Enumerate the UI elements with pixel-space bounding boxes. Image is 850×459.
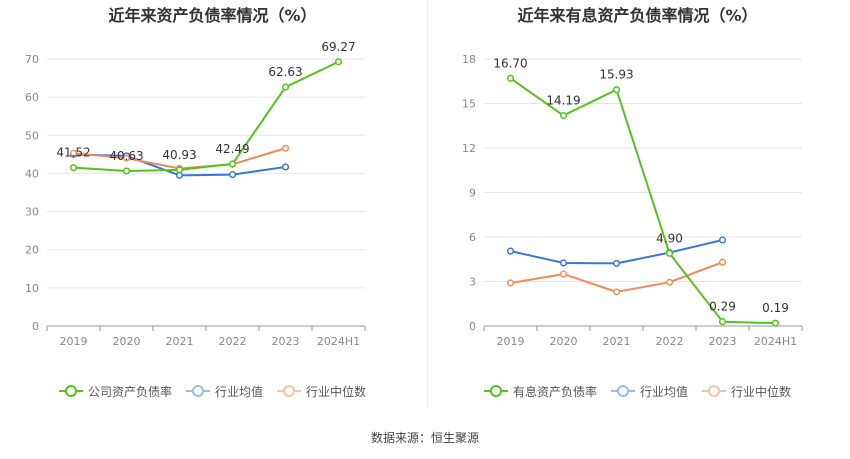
x-tick-label: 2024H1: [317, 335, 360, 348]
line-chart-debt-ratio: 0 10 20 30 40 50 60 70 2019 2020 2021 2022 2023 2024H…: [25, 40, 366, 348]
chart-panel-debt-ratio: 近年来资产负债率情况（%） 0 10 20 30 40 50 60 70 2019 2020 202…: [0, 0, 425, 420]
data-label: 40.93: [162, 148, 196, 162]
x-tick-label: 2021: [603, 335, 631, 348]
legend-label: 行业中位数: [306, 384, 367, 399]
data-point: [559, 111, 568, 120]
legend: 有息资产负债率 行业均值 行业中位数: [425, 382, 850, 400]
y-tick-label: 18: [462, 53, 476, 66]
legend-item-industry-mean[interactable]: 行业均值: [610, 383, 688, 400]
data-point: [228, 171, 237, 179]
x-tick-label: 2020: [550, 335, 578, 348]
legend: 公司资产负债率 行业均值 行业中位数: [0, 382, 425, 400]
data-label: 4.90: [656, 231, 683, 245]
y-tick-label: 3: [469, 276, 476, 289]
legend-item-industry-mean[interactable]: 行业均值: [185, 383, 263, 400]
data-label: 0.19: [762, 301, 789, 315]
data-point: [122, 167, 131, 175]
legend-label: 公司资产负债率: [87, 384, 172, 399]
y-tick-label: 6: [469, 231, 476, 244]
data-point: [69, 149, 78, 157]
data-point: [175, 166, 184, 174]
data-point: [281, 83, 290, 91]
data-point: [612, 259, 621, 267]
data-point: [665, 278, 674, 286]
data-label: 15.93: [599, 68, 633, 82]
legend-label: 行业均值: [214, 384, 263, 399]
y-tick-label: 9: [469, 187, 476, 200]
x-tick-label: 2020: [113, 335, 141, 348]
x-tick-label: 2022: [219, 335, 247, 348]
series-line: [73, 60, 339, 173]
data-point: [559, 259, 568, 267]
y-tick-label: 10: [25, 282, 39, 295]
legend-label: 行业中位数: [731, 384, 792, 399]
x-tick-label: 2023: [272, 335, 300, 348]
y-tick-label: 20: [25, 244, 39, 257]
data-label: 16.70: [493, 56, 527, 70]
x-tick-label: 2019: [60, 335, 88, 348]
data-source-note: 数据来源：恒生聚源: [370, 431, 479, 445]
chart-title: 近年来有息资产负债率情况（%）: [517, 6, 758, 25]
data-point: [228, 160, 237, 168]
data-point: [69, 164, 78, 172]
y-tick-label: 0: [32, 320, 39, 333]
data-label: 41.52: [56, 146, 90, 160]
y-tick-label: 30: [25, 206, 39, 219]
y-tick-label: 70: [25, 53, 39, 66]
series-line: [509, 77, 776, 325]
data-point: [334, 58, 343, 66]
data-point: [718, 318, 727, 326]
data-point: [771, 319, 780, 327]
line-chart-interest-debt-ratio: 0 3 6 9 12 15 18 2019 2020 2021 2022 2023 2024H1 16.7…: [462, 53, 803, 348]
x-tick-label: 2022: [656, 335, 684, 348]
panel-divider: [427, 0, 428, 408]
data-label: 14.19: [546, 94, 580, 108]
data-label: 62.63: [268, 65, 302, 79]
data-point: [718, 236, 727, 244]
green-line-marker-icon: [58, 385, 83, 397]
y-tick-label: 60: [25, 91, 39, 104]
orange-line-marker-icon: [702, 385, 726, 397]
x-tick-label: 2024H1: [754, 335, 797, 348]
data-point: [281, 144, 290, 152]
blue-line-marker-icon: [610, 385, 635, 397]
data-label: 69.27: [321, 40, 355, 54]
legend-label: 有息资产负债率: [512, 384, 597, 399]
x-tick-label: 2019: [497, 335, 525, 348]
data-label: 42.49: [215, 142, 249, 156]
data-point: [612, 86, 621, 94]
y-tick-label: 0: [469, 320, 476, 333]
legend-item-industry-median[interactable]: 行业中位数: [702, 383, 791, 400]
y-tick-label: 40: [25, 167, 39, 180]
data-point: [281, 163, 290, 171]
data-label: 0.29: [709, 300, 736, 314]
x-tick-label: 2023: [709, 335, 737, 348]
legend-item-company[interactable]: 公司资产负债率: [58, 383, 172, 400]
legend-item-industry-median[interactable]: 行业中位数: [277, 383, 366, 400]
data-point: [612, 288, 621, 296]
data-label: 40.63: [109, 149, 143, 163]
orange-line-marker-icon: [277, 385, 301, 397]
data-point: [559, 270, 568, 278]
y-tick-label: 50: [25, 129, 39, 142]
chart-panel-interest-debt-ratio: 近年来有息资产负债率情况（%） 0 3 6 9 12 15 18 2019 2020 2021 20…: [425, 0, 850, 420]
y-tick-label: 15: [462, 98, 476, 111]
green-line-marker-icon: [483, 385, 508, 397]
legend-label: 行业均值: [639, 384, 688, 399]
legend-item-interest-debt[interactable]: 有息资产负债率: [483, 383, 597, 400]
data-point: [506, 279, 515, 287]
x-tick-label: 2021: [166, 335, 194, 348]
chart-title: 近年来资产负债率情况（%）: [108, 6, 317, 25]
data-point: [718, 258, 727, 266]
data-point: [122, 154, 131, 162]
data-point: [665, 249, 674, 257]
data-point: [506, 74, 515, 82]
y-tick-label: 12: [462, 142, 476, 155]
blue-line-marker-icon: [185, 385, 210, 397]
data-point: [506, 247, 515, 255]
